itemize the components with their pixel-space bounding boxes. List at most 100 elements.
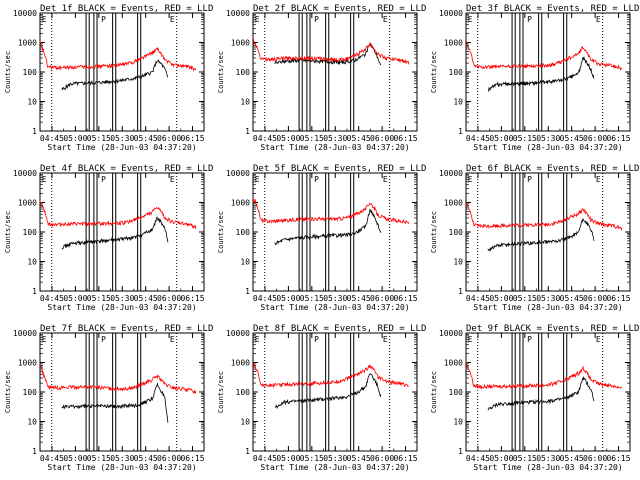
flag-label: P [527,335,532,344]
lld-series-line [39,365,197,394]
x-tick-label: 04:45 [466,134,490,143]
y-tick-label: 10000 [13,329,37,338]
y-tick-label: 1000 [18,199,37,208]
panel-9: Det 9f BLACK = Events, RED = LLD 1 10 100 1… [430,324,639,472]
flag-label: P [314,335,319,344]
x-axis-label: Start Time (28-Jun-03 04:37:20) [473,303,622,312]
panel-title: Det 6f BLACK = Events, RED = LLD [466,164,639,174]
x-tick-label: 05:30 [110,454,134,463]
x-tick-label: 05:45 [347,454,371,463]
plot-frame [39,172,205,292]
y-tick-label: 1000 [231,39,250,48]
x-tick-label: 06:00 [370,454,394,463]
x-tick-label: 04:45 [466,294,490,303]
flag-label: P [314,15,319,24]
x-axis-label: Start Time (28-Jun-03 04:37:20) [47,463,196,472]
flag-label: E [255,335,260,344]
y-tick-label: 1 [245,287,250,296]
y-tick-label: 1000 [18,39,37,48]
flag-label: E [255,175,260,184]
flag-label: P [101,175,106,184]
x-tick-label: 06:15 [180,294,204,303]
x-tick-label: 05:00 [276,454,300,463]
y-tick-label: 1 [458,127,463,136]
events-series-line [487,376,595,411]
plot-frame [39,12,205,132]
lld-series-line [465,203,623,231]
panel-2: Det 2f BLACK = Events, RED = LLD 1 10 100 1… [217,4,426,152]
x-tick-label: 06:15 [393,294,417,303]
x-tick-label: 05:30 [110,294,134,303]
x-tick-label: 05:45 [134,454,158,463]
flag-label: E [468,15,473,24]
panel-3: Det 3f BLACK = Events, RED = LLD 1 10 100 1… [430,4,639,152]
x-tick-label: 05:15 [87,294,111,303]
x-tick-label: 05:45 [560,294,584,303]
y-tick-label: 1 [32,127,37,136]
flag-label: E [468,335,473,344]
y-tick-label: 10000 [13,169,37,178]
panel-title: Det 5f BLACK = Events, RED = LLD [253,164,426,174]
y-tick-label: 10 [240,98,250,107]
y-tick-label: 10 [27,258,37,267]
plot-frame [465,332,631,452]
flag-label: P [101,335,106,344]
flag-label: E [170,15,175,24]
x-tick-label: 06:00 [157,294,181,303]
flag-label: E [170,175,175,184]
lld-series-line [465,361,622,390]
flag-label: E [42,15,47,24]
y-tick-label: 1000 [18,359,37,368]
x-tick-label: 05:15 [87,134,111,143]
x-tick-label: 05:00 [276,134,300,143]
x-tick-label: 05:15 [300,454,324,463]
y-tick-label: 1 [32,447,37,456]
x-tick-label: 05:30 [536,454,560,463]
plot-frame [252,12,418,132]
y-tick-label: 10000 [226,329,250,338]
events-series-line [274,208,382,245]
flag-label: E [42,335,47,344]
x-tick-label: 06:15 [606,134,630,143]
events-series-line [487,218,595,252]
lld-series-line [252,197,410,225]
x-axis-label: Start Time (28-Jun-03 04:37:20) [473,463,622,472]
plot-frame [465,12,631,132]
plot-frame [252,172,418,292]
x-tick-label: 05:45 [347,134,371,143]
flag-label: P [314,175,319,184]
x-tick-label: 04:45 [466,454,490,463]
panel-1: Det 1f BLACK = Events, RED = LLD 1 10 100 1… [4,4,213,152]
y-tick-label: 10 [240,258,250,267]
x-tick-label: 06:15 [393,134,417,143]
x-axis-label: Start Time (28-Jun-03 04:37:20) [47,303,196,312]
lld-series-line [39,200,197,230]
y-tick-label: 10000 [439,169,463,178]
y-axis-label: Counts/sec [4,51,12,93]
y-axis-label: Counts/sec [430,211,438,253]
y-tick-label: 100 [23,68,38,77]
x-tick-label: 06:00 [583,454,607,463]
y-tick-label: 10000 [226,9,250,18]
y-tick-label: 1000 [444,199,463,208]
flag-label: E [255,15,260,24]
flag-label: P [527,175,532,184]
x-axis-label: Start Time (28-Jun-03 04:37:20) [260,463,409,472]
y-tick-label: 10000 [439,9,463,18]
y-tick-label: 1000 [231,359,250,368]
x-tick-label: 05:45 [560,454,584,463]
x-tick-label: 06:00 [583,134,607,143]
y-tick-label: 100 [449,388,464,397]
plot-frame [39,332,205,452]
x-tick-label: 05:15 [513,134,537,143]
x-axis-label: Start Time (28-Jun-03 04:37:20) [47,143,196,152]
panel-title: Det 8f BLACK = Events, RED = LLD [253,324,426,334]
panel-title: Det 2f BLACK = Events, RED = LLD [253,4,426,14]
x-tick-label: 05:45 [134,134,158,143]
panel-title: Det 9f BLACK = Events, RED = LLD [466,324,639,334]
x-tick-label: 05:30 [536,294,560,303]
x-tick-label: 04:45 [253,294,277,303]
y-tick-label: 100 [449,68,464,77]
flag-label: E [596,175,601,184]
